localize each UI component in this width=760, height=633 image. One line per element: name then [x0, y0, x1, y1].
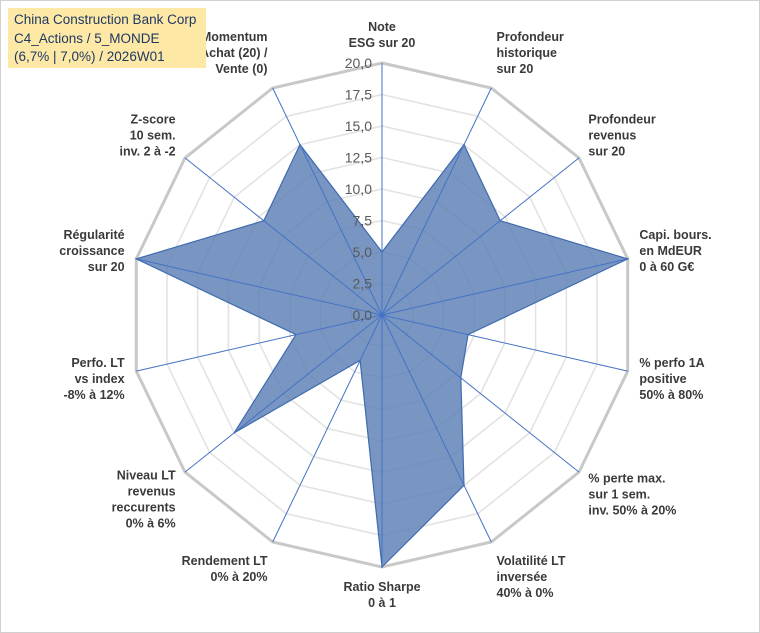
axis-label-line: Ratio Sharpe [343, 580, 420, 594]
axis-label-group: Rendement LT 0% à 20% [182, 554, 268, 584]
axis-label-line: inv. 2 à -2 [120, 144, 176, 158]
axis-label-group: Note ESG sur 20 [349, 20, 416, 50]
axis-spoke [381, 87, 492, 316]
axis-label-line: Momentum [201, 30, 268, 44]
axis-label-group: Ratio Sharpe 0 à 1 [343, 580, 420, 610]
axis-labels: Note ESG sur 20 Profondeur historique sur 20… [59, 20, 711, 610]
axis-label-line: inv. 50% à 20% [588, 504, 676, 518]
axis-label-line: 0 à 60 G€ [639, 260, 694, 274]
axis-label-line: inversée [497, 570, 548, 584]
axis-label-line: Rendement LT [182, 554, 268, 568]
title-category: C4_Actions / 5_MONDE [14, 30, 160, 46]
axis-label-group: % perte max. sur 1 sem. inv. 50% à 20% [588, 472, 676, 518]
axis-label-line: positive [639, 372, 686, 386]
axis-spoke [184, 157, 383, 316]
axis-label-line: sur 20 [88, 260, 125, 274]
axis-label-line: Vente (0) [215, 62, 267, 76]
axis-spoke [136, 258, 383, 316]
axis-label-group: Régularité croissance sur 20 [59, 228, 124, 274]
axis-label-line: 0% à 20% [211, 570, 268, 584]
tick-label: 10,0 [345, 181, 372, 197]
axis-spoke [381, 157, 580, 316]
axis-label-line: % perte max. [588, 472, 665, 486]
axis-label-group: Profondeur revenus sur 20 [588, 112, 655, 158]
axis-spoke [381, 258, 628, 316]
axis-label-line: reccurents [112, 501, 176, 515]
axis-label-line: Note [368, 20, 396, 34]
title-stats: (6,7% | 7,0%) / 2026W01 [14, 49, 165, 64]
tick-label: 0,0 [353, 307, 373, 323]
axis-label-line: Achat (20) / [200, 46, 268, 60]
axis-spoke [272, 87, 383, 316]
axis-label-line: sur 20 [497, 62, 534, 76]
axis-label-line: 40% à 0% [497, 586, 554, 600]
axis-label-line: 50% à 80% [639, 388, 703, 402]
tick-label: 12,5 [345, 150, 372, 166]
axis-label-line: en MdEUR [639, 244, 702, 258]
axis-label-line: Profondeur [497, 30, 564, 44]
axis-label-line: sur 20 [588, 144, 625, 158]
axis-label-line: Perfo. LT [71, 356, 125, 370]
tick-label: 2,5 [353, 276, 373, 292]
title-company: China Construction Bank Corp [14, 12, 197, 27]
axis-label-line: Régularité [63, 228, 124, 242]
axis-label-line: Volatilité LT [497, 554, 566, 568]
axis-label-group: Capi. bours. en MdEUR 0 à 60 G€ [639, 228, 711, 274]
axis-label-line: ESG sur 20 [349, 36, 416, 50]
axis-label-group: Volatilité LT inversée 40% à 0% [497, 554, 566, 600]
tick-label: 17,5 [345, 87, 372, 103]
axis-label-line: 0% à 6% [126, 517, 176, 531]
axis-label-line: Z-score [130, 112, 175, 126]
axis-label-group: Z-score 10 sem. inv. 2 à -2 [120, 112, 176, 158]
axis-label-line: croissance [59, 244, 124, 258]
axis-label-line: 0 à 1 [368, 596, 396, 610]
axis-label-line: revenus [588, 128, 636, 142]
axis-label-line: historique [497, 46, 557, 60]
axis-spoke [381, 314, 628, 372]
axis-label-line: Profondeur [588, 112, 655, 126]
axis-label-line: -8% à 12% [63, 388, 124, 402]
axis-spoke [184, 314, 383, 473]
axis-label-line: vs index [75, 372, 125, 386]
axis-label-line: sur 1 sem. [588, 488, 650, 502]
axis-spoke [136, 314, 383, 372]
axis-spokes [136, 63, 628, 567]
axis-label-group: Momentum Achat (20) / Vente (0) [200, 30, 268, 76]
radial-tick-labels: 0,0 2,5 5,0 7,5 10,0 12,5 15,0 17,5 20,0 [345, 55, 372, 323]
tick-label: 20,0 [345, 55, 372, 71]
axis-label-line: % perfo 1A [639, 356, 704, 370]
tick-label: 5,0 [353, 244, 373, 260]
axis-label-line: 10 sem. [130, 128, 176, 142]
axis-label-line: revenus [128, 485, 176, 499]
tick-label: 15,0 [345, 118, 372, 134]
axis-label-group: Perfo. LT vs index -8% à 12% [63, 356, 125, 402]
axis-label-group: Niveau LT revenus reccurents 0% à 6% [112, 469, 176, 531]
axis-label-line: Capi. bours. [639, 228, 711, 242]
tick-label: 7,5 [353, 213, 373, 229]
axis-label-group: % perfo 1A positive 50% à 80% [639, 356, 704, 402]
chart-title-box: China Construction Bank Corp C4_Actions … [8, 8, 206, 68]
axis-spoke [272, 314, 383, 543]
axis-label-line: Niveau LT [117, 469, 176, 483]
axis-label-group: Profondeur historique sur 20 [497, 30, 564, 76]
axis-spoke [381, 314, 492, 543]
axis-spoke [381, 314, 580, 473]
